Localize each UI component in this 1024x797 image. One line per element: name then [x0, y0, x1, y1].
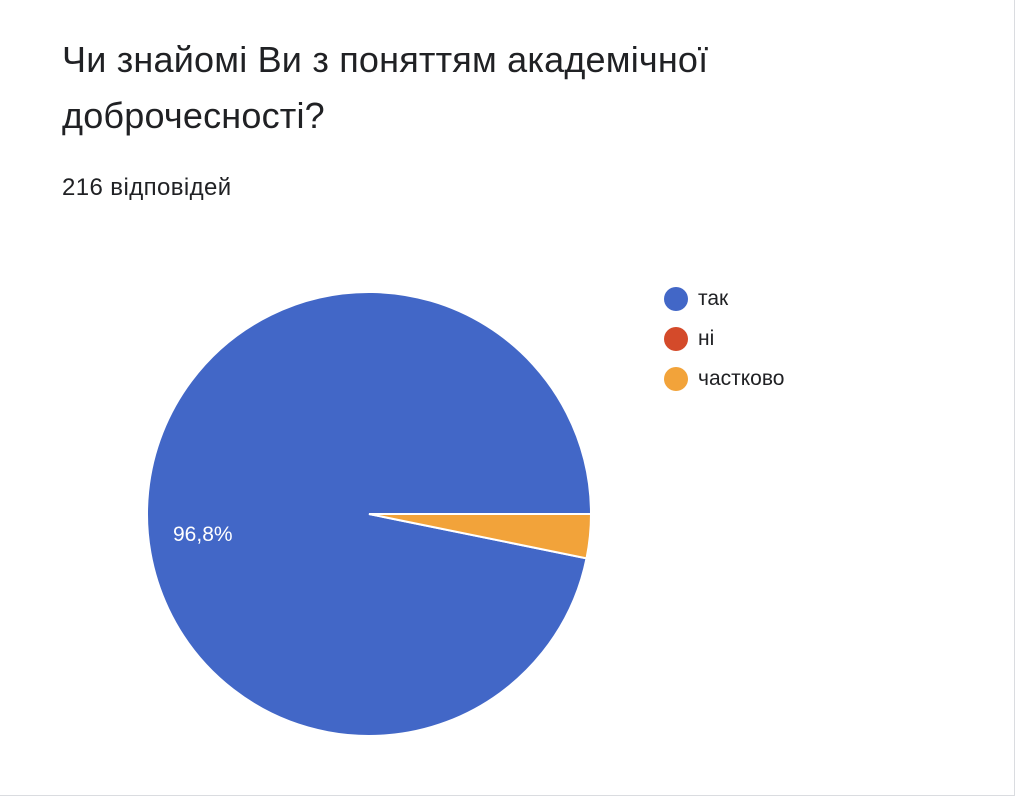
question-title: Чи знайомі Ви з поняттям академічної доб… — [62, 39, 709, 136]
response-count: 216 відповідей — [62, 174, 232, 201]
legend-label-tak: так — [698, 287, 729, 310]
legend-swatch-chastkovo — [664, 367, 688, 391]
legend-item-tak[interactable]: так — [664, 286, 784, 312]
legend-swatch-tak — [664, 287, 688, 311]
legend-item-chastkovo[interactable]: частково — [664, 366, 784, 392]
legend-swatch-ni — [664, 327, 688, 351]
pie-slice-chastkovo[interactable] — [368, 513, 593, 560]
legend-label-ni: ні — [698, 327, 715, 350]
chart-legend: так ні частково — [664, 286, 784, 406]
data-label-tak: 96,8% — [173, 523, 233, 546]
legend-item-ni[interactable]: ні — [664, 326, 784, 352]
legend-label-chastkovo: частково — [698, 367, 785, 390]
pie-chart: 96,8% — [146, 291, 593, 737]
